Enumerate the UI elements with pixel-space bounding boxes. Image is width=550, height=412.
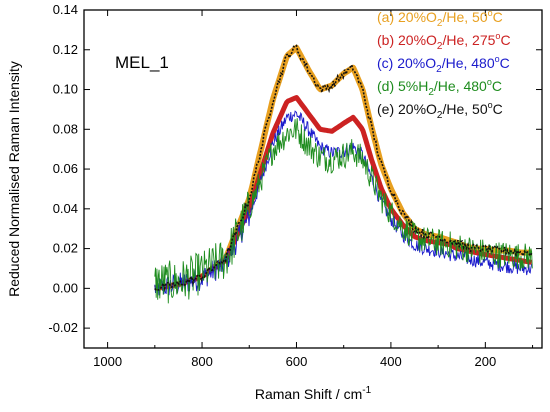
y-tick-label: 0.12 [53,42,78,57]
tick-label-layer: 1000 800 600 400 200 -0.02 0.00 0.02 0.04 0.06 0.0… [48,2,496,369]
x-tick-label: 600 [286,354,308,369]
x-tick-label: 1000 [93,354,122,369]
plot-frame [83,9,543,349]
sample-annotation: MEL_1 [115,53,169,72]
y-tick-label: 0.10 [53,82,78,97]
y-tick-label: 0.14 [53,2,78,17]
series-line [153,95,533,291]
series-line [154,118,533,304]
x-tick-label: 800 [191,354,213,369]
legend-entry: (b) 20%O2/He, 275oC [377,31,511,52]
legend-entry: (c) 20%O2/He, 480oC [377,54,510,75]
y-tick-label: 0.06 [53,161,78,176]
legend: (a) 20%O2/He, 50oC(b) 20%O2/He, 275oC(c)… [377,8,511,121]
x-tick-label: 200 [474,354,496,369]
x-axis-title: Raman Shift / cm-1 [255,385,372,402]
y-tick-label: 0.02 [53,241,78,256]
series-layer [153,44,534,304]
x-tick-label: 400 [380,354,402,369]
legend-entry: (e) 20%O2/He, 50oC [377,100,503,121]
x-axis-title-sup: -1 [362,385,371,396]
series-line [154,44,533,292]
x-axis-title-main: Raman Shift / cm [255,386,362,402]
legend-entry: (d) 5%H2/He, 480oC [377,77,502,98]
y-axis-title: Reduced Normalised Raman Intensity [6,61,22,297]
y-tick-label: 0.08 [53,121,78,136]
y-tick-label: 0.04 [53,201,78,216]
y-tick-label: 0.00 [53,280,78,295]
y-tick-label: -0.02 [48,320,78,335]
legend-entry: (a) 20%O2/He, 50oC [377,8,503,29]
